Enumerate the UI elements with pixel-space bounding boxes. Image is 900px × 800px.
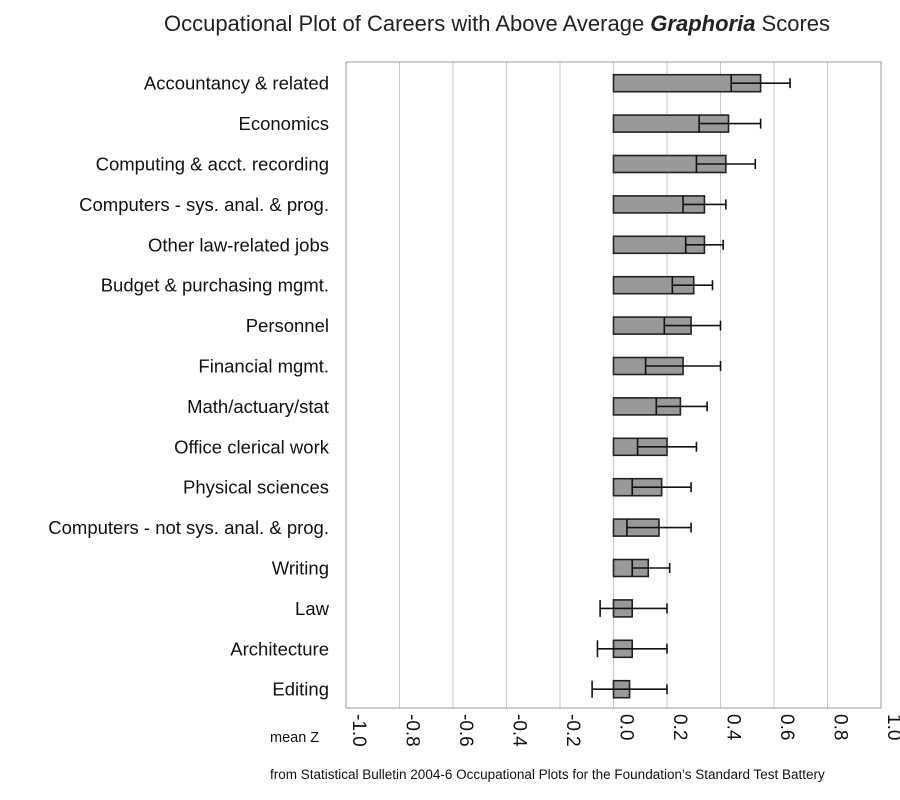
chart-title: Occupational Plot of Careers with Above … xyxy=(164,11,830,36)
x-tick-label: 1.0 xyxy=(883,714,900,740)
category-label: Computing & acct. recording xyxy=(96,154,329,175)
x-tick-label: -0.2 xyxy=(562,714,583,747)
category-label: Personnel xyxy=(246,315,329,336)
error-bar xyxy=(636,438,698,456)
error-bar xyxy=(631,559,671,577)
error-bar xyxy=(695,155,757,173)
category-label: Physical sciences xyxy=(183,477,329,498)
category-label: Accountancy & related xyxy=(144,73,329,94)
x-tick-label: 0.0 xyxy=(616,714,637,740)
category-label: Architecture xyxy=(230,638,329,659)
error-bar xyxy=(698,115,762,133)
chart-title-emphasis: Graphoria xyxy=(650,11,755,36)
x-tick-label: 0.4 xyxy=(723,714,744,741)
error-bar xyxy=(671,276,714,294)
error-bar xyxy=(596,640,668,658)
plot-area-frame xyxy=(345,61,882,709)
category-label: Other law-related jobs xyxy=(148,234,329,255)
category-label: Law xyxy=(295,598,330,619)
category-label: Math/actuary/stat xyxy=(187,396,329,417)
error-bar xyxy=(663,317,722,335)
error-bar xyxy=(631,478,692,496)
error-bar xyxy=(599,599,668,617)
error-bar xyxy=(730,74,791,92)
bars xyxy=(612,73,762,699)
category-label: Computers - not sys. anal. & prog. xyxy=(48,517,329,538)
x-tick-label: -0.8 xyxy=(402,714,423,747)
x-tick-label: -0.6 xyxy=(455,714,476,747)
error-bars xyxy=(591,74,791,698)
category-labels: Accountancy & related Economics Computing … xyxy=(48,73,329,700)
x-axis-tick-labels: -1.0 -0.8 -0.6 -0.4 -0.2 0.0 0.2 0.4 0.6 0.8 1.0 xyxy=(348,714,900,747)
category-label: Budget & purchasing mgmt. xyxy=(101,275,329,296)
error-bar xyxy=(626,519,692,537)
source-note: from Statistical Bulletin 2004-6 Occupat… xyxy=(270,767,825,782)
error-bar xyxy=(684,236,724,254)
x-tick-label: -1.0 xyxy=(348,714,369,747)
error-bar xyxy=(655,397,708,415)
error-bar xyxy=(591,680,668,698)
x-tick-label: -0.4 xyxy=(509,714,530,747)
category-label: Writing xyxy=(272,558,329,579)
category-label: Economics xyxy=(239,113,329,134)
chart-title-prefix: Occupational Plot of Careers with Above … xyxy=(164,11,650,36)
x-axis-label: mean Z xyxy=(270,730,319,746)
category-label: Computers - sys. anal. & prog. xyxy=(79,194,329,215)
category-label: Editing xyxy=(272,679,329,700)
error-bar xyxy=(644,357,722,375)
category-label: Financial mgmt. xyxy=(198,356,329,377)
x-tick-label: 0.6 xyxy=(776,714,797,740)
error-bar xyxy=(682,195,727,213)
x-tick-label: 0.8 xyxy=(830,714,851,740)
category-label: Office clerical work xyxy=(174,436,330,457)
x-tick-label: 0.2 xyxy=(669,714,690,740)
chart-title-suffix: Scores xyxy=(755,11,830,36)
